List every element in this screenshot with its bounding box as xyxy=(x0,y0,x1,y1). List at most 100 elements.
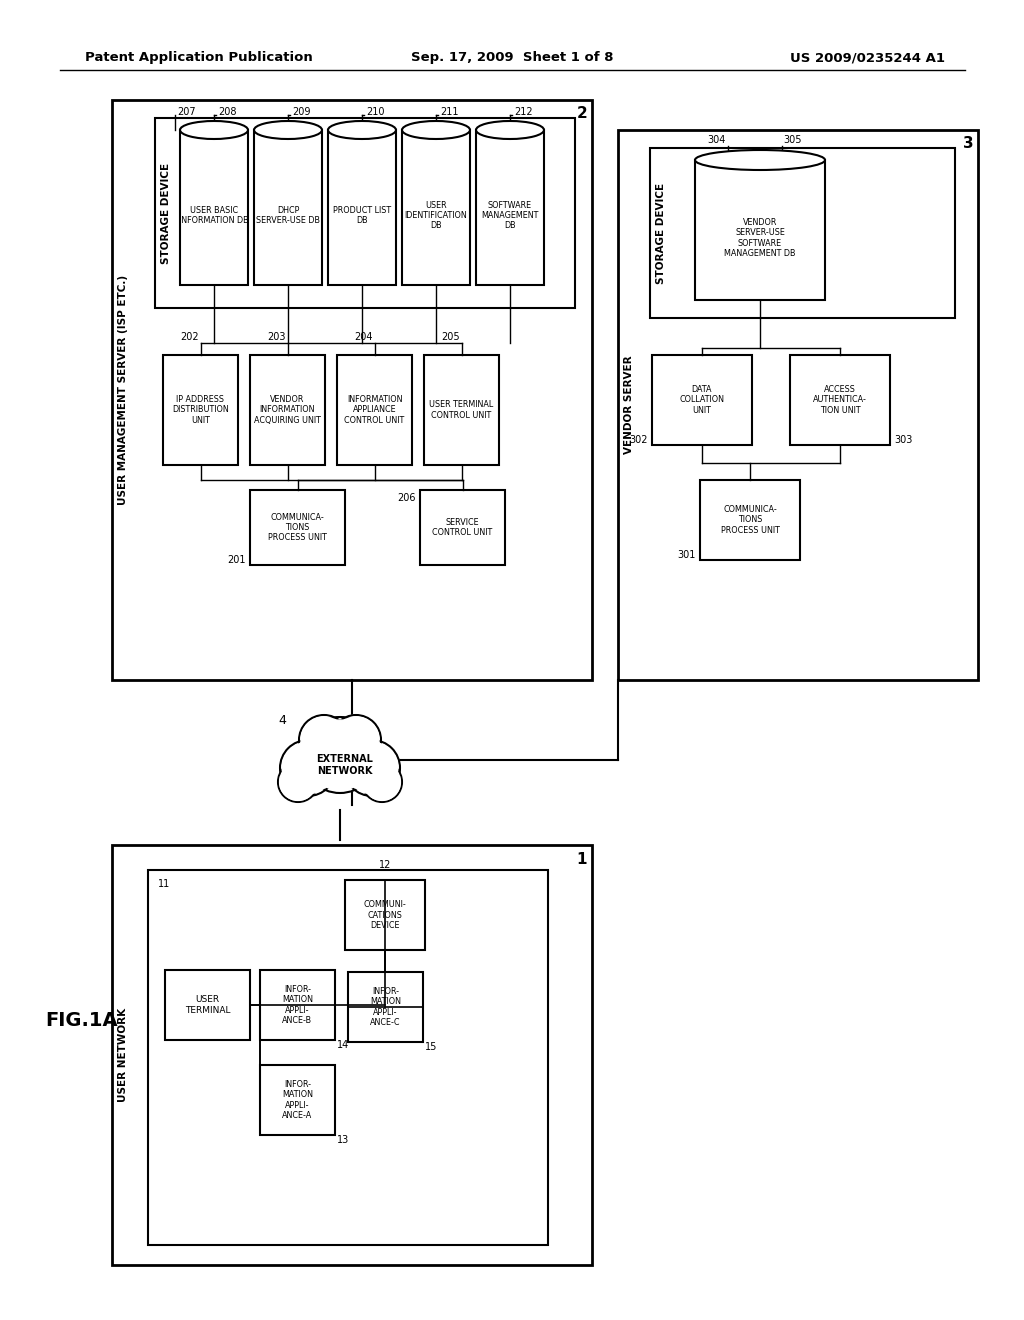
Text: VENDOR SERVER: VENDOR SERVER xyxy=(624,355,634,454)
Ellipse shape xyxy=(254,121,322,139)
Bar xyxy=(700,480,800,560)
Text: 212: 212 xyxy=(514,107,532,117)
Bar xyxy=(328,129,396,285)
Ellipse shape xyxy=(476,121,544,139)
Circle shape xyxy=(344,741,400,796)
Text: PRODUCT LIST
DB: PRODUCT LIST DB xyxy=(333,206,391,226)
Text: COMMUNI-
CATIONS
DEVICE: COMMUNI- CATIONS DEVICE xyxy=(364,900,407,929)
Circle shape xyxy=(280,741,336,796)
Text: INFOR-
MATION
APPLI-
ANCE-A: INFOR- MATION APPLI- ANCE-A xyxy=(282,1080,313,1121)
Text: 15: 15 xyxy=(425,1041,437,1052)
Circle shape xyxy=(331,715,381,766)
Circle shape xyxy=(301,717,347,763)
Text: USER MANAGEMENT SERVER (ISP ETC.): USER MANAGEMENT SERVER (ISP ETC.) xyxy=(118,275,128,506)
Circle shape xyxy=(362,762,402,803)
Circle shape xyxy=(305,719,375,789)
Text: 13: 13 xyxy=(337,1135,349,1144)
Text: USER NETWORK: USER NETWORK xyxy=(118,1008,128,1102)
Bar xyxy=(250,355,325,465)
Text: 208: 208 xyxy=(218,107,237,117)
Text: 207: 207 xyxy=(177,107,196,117)
Text: STORAGE DEVICE: STORAGE DEVICE xyxy=(656,182,666,284)
Text: 4: 4 xyxy=(279,714,286,726)
Circle shape xyxy=(283,742,334,793)
Text: SOFTWARE
MANAGEMENT
DB: SOFTWARE MANAGEMENT DB xyxy=(481,201,539,231)
Circle shape xyxy=(302,717,378,793)
Text: 205: 205 xyxy=(441,333,460,342)
Bar xyxy=(652,355,752,445)
Text: USER TERMINAL
CONTROL UNIT: USER TERMINAL CONTROL UNIT xyxy=(429,400,494,420)
Bar xyxy=(348,972,423,1041)
Text: INFORMATION
APPLIANCE
CONTROL UNIT: INFORMATION APPLIANCE CONTROL UNIT xyxy=(344,395,404,425)
Ellipse shape xyxy=(180,121,248,139)
Bar xyxy=(148,870,548,1245)
Text: 209: 209 xyxy=(292,107,310,117)
Text: 302: 302 xyxy=(630,436,648,445)
Text: INFOR-
MATION
APPLI-
ANCE-C: INFOR- MATION APPLI- ANCE-C xyxy=(370,987,401,1027)
Bar xyxy=(112,845,592,1265)
Bar xyxy=(424,355,499,465)
Bar xyxy=(650,148,955,318)
Bar xyxy=(260,970,335,1040)
Bar xyxy=(254,129,322,285)
Text: 304: 304 xyxy=(708,135,725,145)
Text: DATA
COLLATION
UNIT: DATA COLLATION UNIT xyxy=(680,385,725,414)
Text: 3: 3 xyxy=(963,136,974,152)
Text: 12: 12 xyxy=(379,861,391,870)
Bar xyxy=(345,880,425,950)
Text: EXTERNAL
NETWORK: EXTERNAL NETWORK xyxy=(316,754,374,776)
Circle shape xyxy=(346,742,397,793)
Text: COMMUNICA-
TIONS
PROCESS UNIT: COMMUNICA- TIONS PROCESS UNIT xyxy=(268,512,327,543)
Circle shape xyxy=(333,717,379,763)
Bar xyxy=(402,129,470,285)
Bar xyxy=(163,355,238,465)
Ellipse shape xyxy=(402,121,470,139)
Text: USER
TERMINAL: USER TERMINAL xyxy=(184,995,230,1015)
Text: VENDOR
INFORMATION
ACQUIRING UNIT: VENDOR INFORMATION ACQUIRING UNIT xyxy=(254,395,321,425)
Text: 211: 211 xyxy=(440,107,459,117)
Bar xyxy=(180,129,248,285)
Bar xyxy=(695,160,825,300)
Bar xyxy=(260,1065,335,1135)
Text: 1: 1 xyxy=(577,851,587,866)
Text: 202: 202 xyxy=(180,333,199,342)
Text: IP ADDRESS
DISTRIBUTION
UNIT: IP ADDRESS DISTRIBUTION UNIT xyxy=(172,395,229,425)
Text: FIG.1A: FIG.1A xyxy=(46,1011,119,1030)
Text: SERVICE
CONTROL UNIT: SERVICE CONTROL UNIT xyxy=(432,517,493,537)
Bar xyxy=(618,129,978,680)
Text: 2: 2 xyxy=(577,107,588,121)
Text: Patent Application Publication: Patent Application Publication xyxy=(85,51,312,65)
Bar xyxy=(155,117,575,308)
Circle shape xyxy=(278,762,318,803)
Text: 201: 201 xyxy=(227,554,246,565)
Text: 204: 204 xyxy=(354,333,373,342)
Text: VENDOR
SERVER-USE
SOFTWARE
MANAGEMENT DB: VENDOR SERVER-USE SOFTWARE MANAGEMENT DB xyxy=(724,218,796,259)
Bar xyxy=(420,490,505,565)
Circle shape xyxy=(280,763,316,800)
Text: 301: 301 xyxy=(678,550,696,560)
Bar xyxy=(476,129,544,285)
Ellipse shape xyxy=(328,121,396,139)
Text: 210: 210 xyxy=(366,107,384,117)
Text: 206: 206 xyxy=(397,492,416,503)
Bar xyxy=(790,355,890,445)
Text: STORAGE DEVICE: STORAGE DEVICE xyxy=(161,162,171,264)
Text: Sep. 17, 2009  Sheet 1 of 8: Sep. 17, 2009 Sheet 1 of 8 xyxy=(411,51,613,65)
Bar xyxy=(112,100,592,680)
Text: 305: 305 xyxy=(783,135,802,145)
Text: COMMUNICA-
TIONS
PROCESS UNIT: COMMUNICA- TIONS PROCESS UNIT xyxy=(721,506,779,535)
Text: 203: 203 xyxy=(267,333,286,342)
Text: INFOR-
MATION
APPLI-
ANCE-B: INFOR- MATION APPLI- ANCE-B xyxy=(282,985,313,1026)
Bar xyxy=(337,355,412,465)
Text: 303: 303 xyxy=(894,436,912,445)
Text: 11: 11 xyxy=(158,879,170,888)
Text: 14: 14 xyxy=(337,1040,349,1049)
Circle shape xyxy=(299,715,349,766)
Circle shape xyxy=(364,763,400,800)
Text: US 2009/0235244 A1: US 2009/0235244 A1 xyxy=(790,51,945,65)
Text: USER
IDENTIFICATION
DB: USER IDENTIFICATION DB xyxy=(404,201,467,231)
Bar xyxy=(165,970,250,1040)
Text: ACCESS
AUTHENTICA-
TION UNIT: ACCESS AUTHENTICA- TION UNIT xyxy=(813,385,867,414)
Text: DHCP
SERVER-USE DB: DHCP SERVER-USE DB xyxy=(256,206,319,226)
Ellipse shape xyxy=(695,150,825,170)
